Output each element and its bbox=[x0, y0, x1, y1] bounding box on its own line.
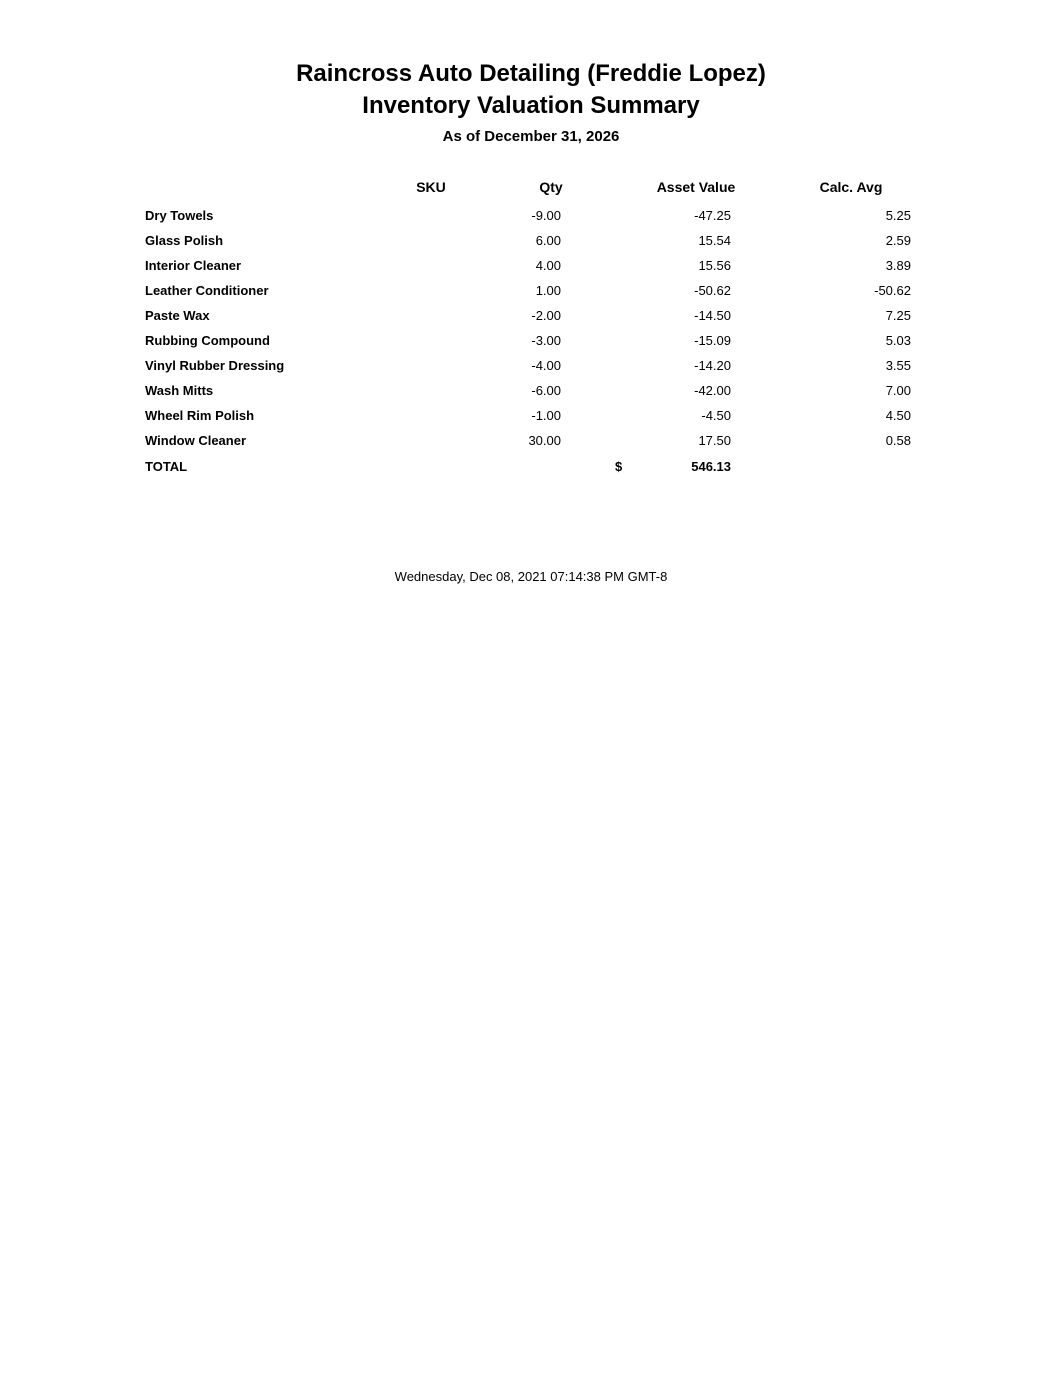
cell-calc-avg: -50.62 bbox=[781, 278, 921, 303]
cell-qty: -6.00 bbox=[491, 378, 611, 403]
cell-item: Vinyl Rubber Dressing bbox=[141, 353, 371, 378]
total-row: TOTAL $546.13 bbox=[141, 453, 921, 479]
cell-qty: 6.00 bbox=[491, 228, 611, 253]
table-header-row: SKU Qty Asset Value Calc. Avg bbox=[141, 169, 921, 203]
cell-sku bbox=[371, 228, 491, 253]
cell-sku bbox=[371, 253, 491, 278]
cell-sku bbox=[371, 378, 491, 403]
cell-calc-avg: 7.00 bbox=[781, 378, 921, 403]
cell-sku bbox=[371, 353, 491, 378]
col-item bbox=[141, 169, 371, 203]
cell-asset-value: -15.09 bbox=[611, 328, 781, 353]
total-amount: 546.13 bbox=[691, 459, 731, 474]
cell-calc-avg: 2.59 bbox=[781, 228, 921, 253]
cell-item: Glass Polish bbox=[141, 228, 371, 253]
cell-asset-value: 15.54 bbox=[611, 228, 781, 253]
cell-asset-value: -42.00 bbox=[611, 378, 781, 403]
table-row: Wash Mitts -6.00-42.007.00 bbox=[141, 378, 921, 403]
table-row: Dry Towels -9.00-47.255.25 bbox=[141, 203, 921, 228]
as-of-date: As of December 31, 2026 bbox=[100, 128, 962, 145]
total-calc-avg bbox=[781, 453, 921, 479]
table-row: Wheel Rim Polish -1.00-4.504.50 bbox=[141, 403, 921, 428]
cell-sku bbox=[371, 203, 491, 228]
currency-symbol: $ bbox=[615, 459, 622, 474]
inventory-table: SKU Qty Asset Value Calc. Avg Dry Towels… bbox=[141, 169, 921, 479]
cell-qty: -9.00 bbox=[491, 203, 611, 228]
col-qty: Qty bbox=[491, 169, 611, 203]
total-sku bbox=[371, 453, 491, 479]
cell-calc-avg: 5.25 bbox=[781, 203, 921, 228]
report-timestamp: Wednesday, Dec 08, 2021 07:14:38 PM GMT-… bbox=[100, 569, 962, 584]
col-asset-value: Asset Value bbox=[611, 169, 781, 203]
total-qty bbox=[491, 453, 611, 479]
cell-sku bbox=[371, 428, 491, 453]
table-row: Window Cleaner 30.0017.500.58 bbox=[141, 428, 921, 453]
total-asset-value: $546.13 bbox=[611, 453, 781, 479]
cell-calc-avg: 4.50 bbox=[781, 403, 921, 428]
cell-qty: 30.00 bbox=[491, 428, 611, 453]
cell-calc-avg: 0.58 bbox=[781, 428, 921, 453]
cell-asset-value: -14.50 bbox=[611, 303, 781, 328]
cell-qty: 1.00 bbox=[491, 278, 611, 303]
cell-asset-value: 17.50 bbox=[611, 428, 781, 453]
cell-calc-avg: 5.03 bbox=[781, 328, 921, 353]
cell-qty: -1.00 bbox=[491, 403, 611, 428]
cell-qty: 4.00 bbox=[491, 253, 611, 278]
company-name: Raincross Auto Detailing (Freddie Lopez) bbox=[100, 60, 962, 88]
table-row: Rubbing Compound -3.00-15.095.03 bbox=[141, 328, 921, 353]
cell-asset-value: -50.62 bbox=[611, 278, 781, 303]
cell-qty: -2.00 bbox=[491, 303, 611, 328]
cell-item: Wash Mitts bbox=[141, 378, 371, 403]
table-row: Leather Conditioner1.00-50.62-50.62 bbox=[141, 278, 921, 303]
cell-item: Dry Towels bbox=[141, 203, 371, 228]
cell-asset-value: -4.50 bbox=[611, 403, 781, 428]
cell-calc-avg: 3.55 bbox=[781, 353, 921, 378]
report-header: Raincross Auto Detailing (Freddie Lopez)… bbox=[100, 60, 962, 145]
table-row: Interior Cleaner 4.0015.563.89 bbox=[141, 253, 921, 278]
cell-calc-avg: 3.89 bbox=[781, 253, 921, 278]
table-row: Paste Wax -2.00-14.507.25 bbox=[141, 303, 921, 328]
cell-item: Paste Wax bbox=[141, 303, 371, 328]
cell-sku bbox=[371, 403, 491, 428]
table-row: Glass Polish 6.0015.542.59 bbox=[141, 228, 921, 253]
cell-item: Rubbing Compound bbox=[141, 328, 371, 353]
col-sku: SKU bbox=[371, 169, 491, 203]
cell-item: Interior Cleaner bbox=[141, 253, 371, 278]
cell-sku bbox=[371, 303, 491, 328]
table-row: Vinyl Rubber Dressing -4.00-14.203.55 bbox=[141, 353, 921, 378]
report-title: Inventory Valuation Summary bbox=[100, 92, 962, 120]
cell-item: Leather Conditioner bbox=[141, 278, 371, 303]
total-label: TOTAL bbox=[141, 453, 371, 479]
cell-item: Window Cleaner bbox=[141, 428, 371, 453]
cell-sku bbox=[371, 328, 491, 353]
cell-qty: -3.00 bbox=[491, 328, 611, 353]
cell-item: Wheel Rim Polish bbox=[141, 403, 371, 428]
cell-asset-value: 15.56 bbox=[611, 253, 781, 278]
col-calc-avg: Calc. Avg bbox=[781, 169, 921, 203]
cell-asset-value: -14.20 bbox=[611, 353, 781, 378]
cell-asset-value: -47.25 bbox=[611, 203, 781, 228]
cell-calc-avg: 7.25 bbox=[781, 303, 921, 328]
cell-qty: -4.00 bbox=[491, 353, 611, 378]
cell-sku bbox=[371, 278, 491, 303]
